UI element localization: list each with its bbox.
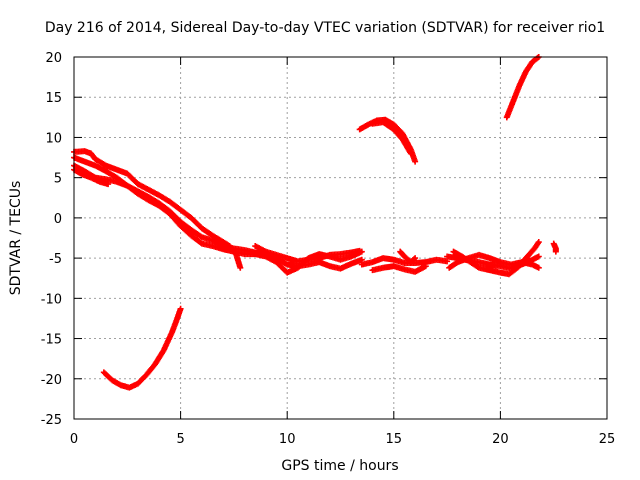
x-axis-label: GPS time / hours [281, 458, 398, 474]
series-arc-6 [252, 243, 363, 265]
y-tick-label: -10 [41, 292, 62, 307]
y-tick-label: 10 [45, 131, 62, 146]
y-tick-label: 15 [45, 91, 62, 106]
x-tick-label: 25 [599, 432, 616, 447]
y-axis-label: SDTVAR / TECUs [8, 181, 24, 296]
series-arc-10 [369, 263, 429, 275]
y-tick-label: -15 [41, 333, 62, 348]
data-point [407, 150, 414, 157]
series-arc-14 [446, 251, 542, 271]
x-tick-label: 5 [176, 432, 184, 447]
data-point [177, 305, 184, 312]
data-point [237, 264, 244, 271]
y-tick-label: 20 [45, 51, 62, 66]
x-tick-label: 10 [279, 432, 296, 447]
y-tick-label: -25 [41, 413, 62, 428]
chart-title: Day 216 of 2014, Sidereal Day-to-day VTE… [45, 20, 605, 36]
data-point [411, 256, 418, 263]
x-tick-label: 20 [492, 432, 509, 447]
y-tick-label: 5 [54, 172, 62, 187]
data-point [535, 239, 542, 246]
series-arc-11 [397, 248, 419, 266]
data-point [412, 158, 419, 165]
data-point [356, 247, 363, 254]
data-point [534, 54, 541, 61]
series-arc-4 [71, 166, 112, 188]
series-arc-16 [550, 240, 559, 255]
y-tick-label: -20 [41, 373, 62, 388]
x-tick-label: 0 [70, 432, 78, 447]
data-point [105, 181, 112, 188]
y-tick-label: -5 [49, 252, 62, 267]
series-arc-5 [100, 305, 184, 391]
data-point [412, 255, 419, 262]
data-point [535, 253, 542, 260]
data-point [552, 248, 559, 255]
data-point [535, 264, 542, 271]
data-point [422, 263, 429, 270]
series-arc-15 [503, 54, 542, 121]
x-tick-label: 15 [386, 432, 403, 447]
tick-layer: 0 5 10 15 20 25 -25 -20 -15 -10 -5 0 5 10 15 20 [41, 51, 616, 447]
data-layer [71, 54, 559, 391]
plot-frame [73, 56, 608, 420]
series-arc-8 [369, 119, 414, 157]
y-tick-label: 0 [54, 212, 62, 227]
